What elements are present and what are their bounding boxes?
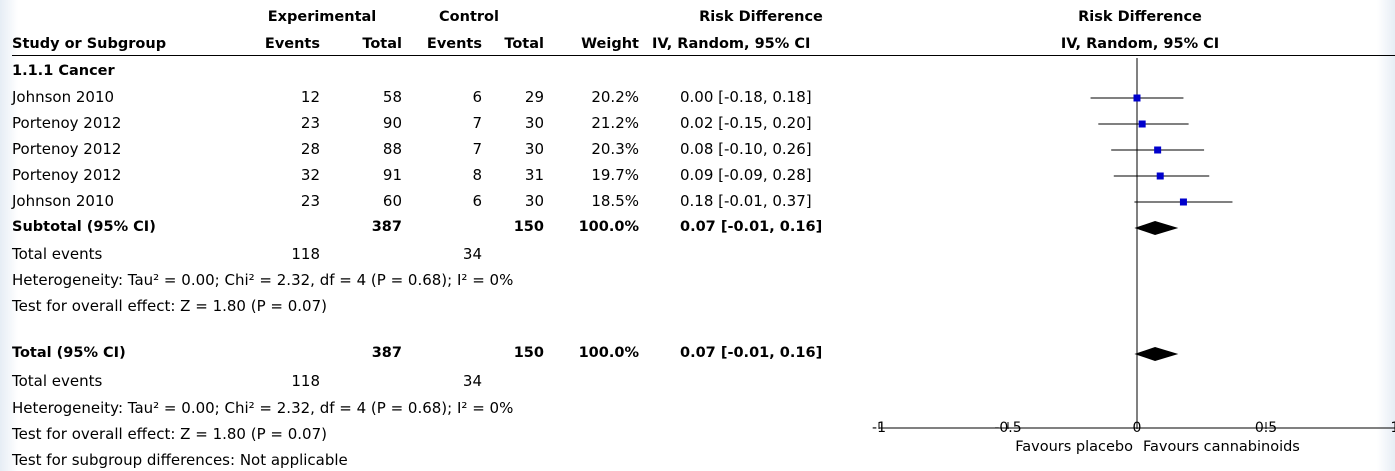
subgroup-total-events-ctl: 34	[462, 245, 482, 263]
favours-right-label: Favours cannabinoids	[1143, 439, 1300, 455]
study-ctl-events: 7	[472, 140, 482, 158]
ctl-events-header: Events	[426, 36, 482, 52]
exp-events-header: Events	[264, 36, 320, 52]
study-study-name: Johnson 2010	[12, 88, 115, 106]
study-study-name: Portenoy 2012	[12, 140, 122, 158]
total-diamond	[1134, 347, 1179, 361]
study-ctl-events: 6	[472, 192, 482, 210]
header-divider	[12, 55, 1395, 56]
study-ci: 0.18 [-0.01, 0.37]	[680, 192, 812, 210]
study-exp-events: 28	[300, 140, 320, 158]
total-heterogeneity: Heterogeneity: Tau² = 0.00; Chi² = 2.32,…	[12, 399, 514, 417]
study-exp-total: 90	[382, 114, 402, 132]
study-study-name: Portenoy 2012	[12, 166, 122, 184]
study-weight: 21.2%	[591, 114, 639, 132]
study-ctl-total: 29	[524, 88, 544, 106]
point-estimate	[1133, 94, 1141, 102]
total-events-label: Total events	[12, 372, 103, 390]
subgroup-total-events-exp: 118	[291, 245, 320, 263]
study-exp-total: 88	[382, 140, 402, 158]
total-label: Total (95% CI)	[12, 345, 126, 361]
study-ci: 0.02 [-0.15, 0.20]	[680, 114, 812, 132]
study-ctl-total: 31	[524, 166, 544, 184]
x-tick-label: 1	[1391, 420, 1395, 436]
x-tick-label: 0.5	[1255, 420, 1277, 436]
subtotal-label: Subtotal (95% CI)	[12, 219, 156, 235]
subgroup-heterogeneity: Heterogeneity: Tau² = 0.00; Chi² = 2.32,…	[12, 271, 514, 289]
ci-method-header: IV, Random, 95% CI	[652, 36, 811, 52]
study-ci: 0.09 [-0.09, 0.28]	[680, 166, 812, 184]
study-ctl-events: 7	[472, 114, 482, 132]
study-study-name: Portenoy 2012	[12, 114, 122, 132]
study-ctl-total: 30	[524, 140, 544, 158]
study-column-header: Study or Subgroup	[12, 36, 167, 52]
subtotal-weight: 100.0%	[578, 219, 639, 235]
point-estimate	[1156, 172, 1164, 180]
subgroup-label: 1.1.1 Cancer	[12, 63, 115, 79]
study-weight: 18.5%	[591, 192, 639, 210]
study-exp-total: 91	[382, 166, 402, 184]
study-exp-events: 23	[300, 114, 320, 132]
study-ci: 0.08 [-0.10, 0.26]	[680, 140, 812, 158]
total-events-exp: 118	[291, 372, 320, 390]
x-tick-label: -1	[872, 420, 886, 436]
total-ci: 0.07 [-0.01, 0.16]	[680, 345, 823, 361]
subgroup-differences-test: Test for subgroup differences: Not appli…	[12, 451, 348, 469]
point-estimate	[1179, 198, 1187, 206]
point-estimate	[1138, 120, 1146, 128]
subtotal-ci: 0.07 [-0.01, 0.16]	[680, 219, 823, 235]
subgroup-overall-effect: Test for overall effect: Z = 1.80 (P = 0…	[12, 297, 327, 315]
ctl-total-header: Total	[504, 36, 544, 52]
favours-left-label: Favours placebo	[1015, 439, 1133, 455]
subtotal-exp-total: 387	[371, 219, 402, 235]
plot-method-header: IV, Random, 95% CI	[1060, 36, 1220, 52]
study-ctl-total: 30	[524, 114, 544, 132]
total-exp-total: 387	[371, 345, 402, 361]
total-events-ctl: 34	[462, 372, 482, 390]
study-exp-events: 23	[300, 192, 320, 210]
study-weight: 20.3%	[591, 140, 639, 158]
study-ctl-events: 6	[472, 88, 482, 106]
total-weight: 100.0%	[578, 345, 639, 361]
control-header: Control	[439, 9, 499, 25]
plot-title: Risk Difference	[1078, 9, 1202, 25]
subtotal-ctl-total: 150	[513, 219, 544, 235]
study-weight: 19.7%	[591, 166, 639, 184]
subgroup-total-events-label: Total events	[12, 245, 103, 263]
study-exp-total: 58	[382, 88, 402, 106]
x-tick-label: -0.5	[994, 420, 1021, 436]
subtotal-diamond	[1134, 221, 1179, 235]
risk-difference-header: Risk Difference	[699, 9, 823, 25]
study-ctl-total: 30	[524, 192, 544, 210]
study-study-name: Johnson 2010	[12, 192, 115, 210]
experimental-header: Experimental	[267, 9, 377, 25]
study-ci: 0.00 [-0.18, 0.18]	[680, 88, 812, 106]
exp-total-header: Total	[362, 36, 402, 52]
total-ctl-total: 150	[513, 345, 544, 361]
weight-header: Weight	[581, 36, 639, 52]
study-exp-events: 32	[300, 166, 320, 184]
study-weight: 20.2%	[591, 88, 639, 106]
point-estimate	[1154, 146, 1162, 154]
total-overall-effect: Test for overall effect: Z = 1.80 (P = 0…	[12, 425, 327, 443]
study-ctl-events: 8	[472, 166, 482, 184]
study-exp-total: 60	[382, 192, 402, 210]
study-exp-events: 12	[300, 88, 320, 106]
x-tick-label: 0	[1133, 420, 1142, 436]
